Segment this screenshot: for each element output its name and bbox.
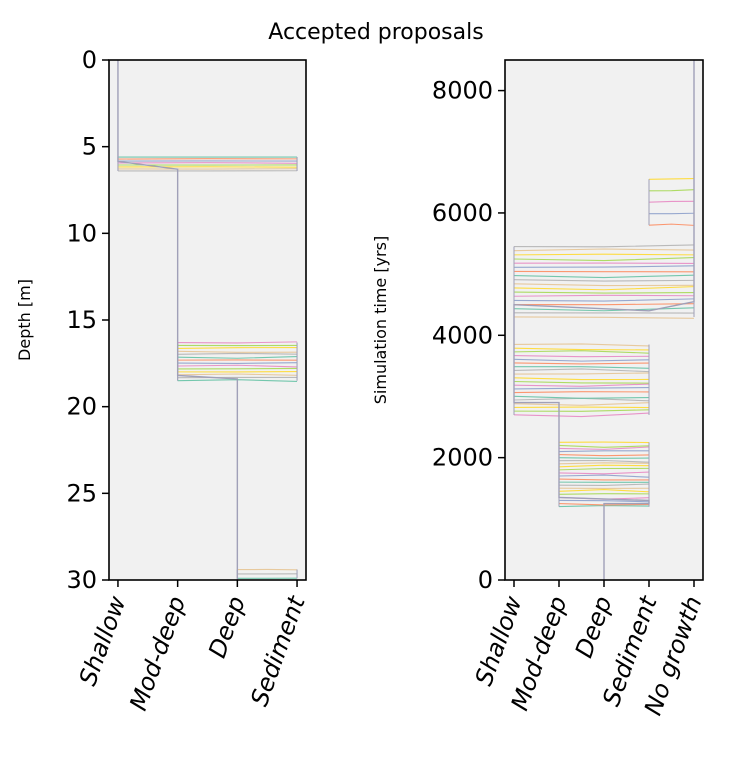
proposal-line xyxy=(513,350,650,354)
y-tick-label: 5 xyxy=(82,133,97,161)
proposal-line xyxy=(648,223,695,226)
y-tick-label: 20 xyxy=(66,393,97,421)
x-tick-label: Mod-deep xyxy=(124,592,191,714)
proposal-line xyxy=(558,493,650,495)
time-panel: 02000400060008000ShallowMod-deepDeepSedi… xyxy=(371,59,708,719)
proposal-line xyxy=(513,402,650,406)
trunk-line xyxy=(117,60,239,580)
proposal-line xyxy=(513,383,650,387)
proposal-line xyxy=(513,286,695,291)
proposal-line xyxy=(513,409,650,412)
plot-area xyxy=(109,60,306,580)
proposal-line xyxy=(513,294,695,297)
proposal-line xyxy=(558,444,650,448)
proposal-line xyxy=(513,372,650,375)
proposal-line xyxy=(177,364,298,368)
proposal-line xyxy=(558,488,650,493)
plot-area xyxy=(505,60,703,580)
proposal-line xyxy=(558,471,650,475)
proposal-line xyxy=(648,189,695,192)
proposal-line xyxy=(558,478,650,481)
x-tick-label: Sediment xyxy=(245,591,311,710)
proposal-line xyxy=(513,279,695,282)
y-tick-label: 30 xyxy=(66,566,97,594)
proposal-line xyxy=(513,391,650,394)
x-tick-label: Deep xyxy=(203,592,251,661)
proposal-line xyxy=(513,244,695,248)
proposal-line xyxy=(177,356,298,359)
y-axis-label: Simulation time [yrs] xyxy=(371,236,390,404)
proposal-line xyxy=(558,457,650,459)
proposal-line xyxy=(513,368,650,373)
proposal-line xyxy=(117,162,298,164)
proposal-line xyxy=(513,316,695,319)
y-tick-label: 15 xyxy=(66,306,97,334)
proposal-line xyxy=(558,474,650,478)
proposal-line xyxy=(513,248,695,252)
proposal-line xyxy=(513,358,650,362)
proposal-line xyxy=(513,291,695,294)
y-tick-label: 8000 xyxy=(432,77,493,105)
proposal-line xyxy=(513,283,695,287)
proposal-line xyxy=(513,362,650,365)
proposal-line xyxy=(513,412,650,418)
y-tick-label: 0 xyxy=(478,566,493,594)
proposal-line xyxy=(513,307,695,312)
proposal-line xyxy=(513,355,650,358)
proposal-line xyxy=(558,499,650,503)
proposal-line xyxy=(558,454,650,457)
proposal-line xyxy=(558,462,650,465)
proposal-line xyxy=(558,464,650,468)
proposal-line xyxy=(177,362,298,365)
y-tick-label: 10 xyxy=(66,219,97,247)
trunk-line xyxy=(513,60,695,580)
proposal-line xyxy=(558,450,650,453)
proposal-line xyxy=(513,253,695,256)
y-axis-label: Depth [m] xyxy=(15,279,34,361)
proposal-line xyxy=(513,377,650,381)
proposal-line xyxy=(513,303,695,306)
y-tick-label: 6000 xyxy=(432,199,493,227)
y-tick-label: 4000 xyxy=(432,321,493,349)
proposal-line xyxy=(177,350,298,353)
x-tick-label: Deep xyxy=(570,592,618,661)
x-tick-label: Shallow xyxy=(74,592,132,689)
proposal-line xyxy=(558,446,650,450)
proposal-line xyxy=(513,343,650,347)
proposal-line xyxy=(177,373,298,376)
proposal-line xyxy=(177,367,298,370)
proposal-line xyxy=(648,200,695,203)
proposal-line xyxy=(513,257,695,262)
proposal-line xyxy=(177,346,298,349)
y-tick-label: 25 xyxy=(66,479,97,507)
proposal-line xyxy=(558,467,650,471)
proposal-line xyxy=(513,265,695,268)
y-tick-label: 2000 xyxy=(432,444,493,472)
figure-title: Accepted proposals xyxy=(268,20,483,45)
proposal-line xyxy=(177,352,298,355)
proposal-line xyxy=(513,380,650,384)
y-tick-label: 0 xyxy=(82,46,97,74)
proposal-line xyxy=(648,177,695,180)
proposal-line xyxy=(513,366,650,369)
proposal-line xyxy=(513,347,650,351)
proposal-line xyxy=(177,341,298,344)
proposal-line xyxy=(513,395,650,399)
proposal-line xyxy=(513,387,650,390)
proposal-line xyxy=(558,459,650,463)
proposal-line xyxy=(558,483,650,486)
proposal-line xyxy=(513,274,695,279)
proposal-line xyxy=(558,441,650,444)
proposal-line xyxy=(513,298,695,302)
